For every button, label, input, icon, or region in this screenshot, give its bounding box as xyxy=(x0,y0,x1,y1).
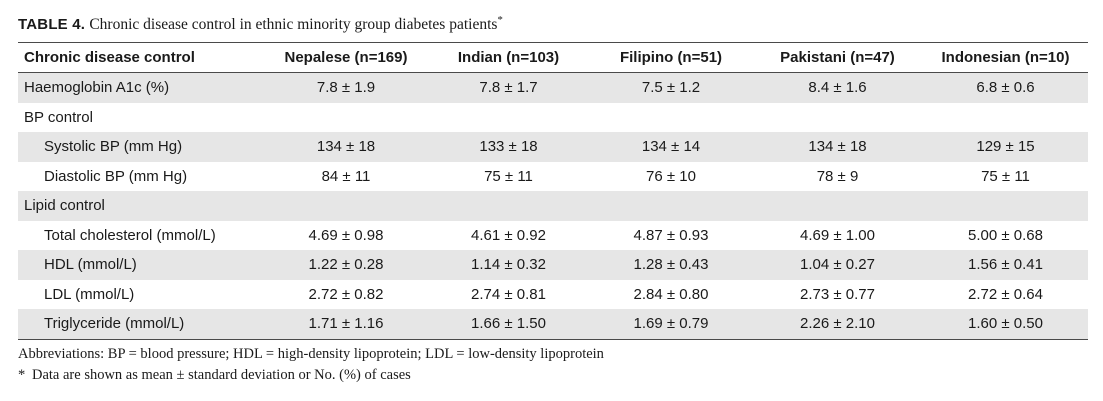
table-cell: 2.73 ± 0.77 xyxy=(800,285,875,303)
table-cell: 1.14 ± 0.32 xyxy=(427,250,590,280)
table-footnotes: Abbreviations: BP = blood pressure; HDL … xyxy=(18,344,604,386)
table-cell: 76 ± 10 xyxy=(646,167,696,185)
table-cell: 134 ± 18 xyxy=(752,132,923,162)
table-cell: 75 ± 11 xyxy=(981,167,1030,185)
table-cell: 1.04 ± 0.27 xyxy=(752,250,923,280)
table-row: Lipid control xyxy=(18,191,1088,221)
table-title: Chronic disease control in ethnic minori… xyxy=(89,16,498,33)
table-cell: 2.26 ± 2.10 xyxy=(752,309,923,340)
table-cell: 1.66 ± 1.50 xyxy=(427,309,590,340)
title-footnote-marker: * xyxy=(497,14,503,26)
table-row: HDL (mmol/L) 1.22 ± 0.28 1.14 ± 0.32 1.2… xyxy=(18,250,1088,280)
table-row: LDL (mmol/L) 2.72 ± 0.82 2.74 ± 0.81 2.8… xyxy=(18,280,1088,310)
table-cell: 1.28 ± 0.43 xyxy=(590,250,752,280)
table-cell: 5.00 ± 0.68 xyxy=(968,226,1043,244)
table-cell: 2.72 ± 0.64 xyxy=(968,285,1043,303)
column-header: Chronic disease control xyxy=(18,42,265,73)
data-table: Chronic disease control Nepalese (n=169)… xyxy=(18,42,1088,340)
table-cell: 7.8 ± 1.9 xyxy=(265,72,427,103)
row-label: Triglyceride (mmol/L) xyxy=(18,309,265,340)
table-cell: 4.69 ± 1.00 xyxy=(800,226,875,244)
table-cell: 134 ± 14 xyxy=(590,132,752,162)
column-header: Filipino (n=51) xyxy=(590,42,752,73)
table-cell xyxy=(590,191,752,221)
table-cell xyxy=(265,191,427,221)
row-group-label: BP control xyxy=(24,108,93,126)
table-cell: 84 ± 11 xyxy=(321,167,371,185)
table-cell xyxy=(752,191,923,221)
row-label: LDL (mmol/L) xyxy=(44,285,135,303)
footnote-marker: * xyxy=(18,367,26,383)
column-header: Indonesian (n=10) xyxy=(923,42,1088,73)
table-cell: 2.84 ± 0.80 xyxy=(633,285,709,303)
table-cell: 6.8 ± 0.6 xyxy=(923,72,1088,103)
row-label: HDL (mmol/L) xyxy=(18,250,265,280)
table-cell xyxy=(923,191,1088,221)
table-cell xyxy=(923,103,1088,133)
table-header-row: Chronic disease control Nepalese (n=169)… xyxy=(18,42,1088,73)
abbreviations-note: Abbreviations: BP = blood pressure; HDL … xyxy=(18,346,604,362)
row-label: Systolic BP (mm Hg) xyxy=(18,132,265,162)
table-cell xyxy=(590,103,752,133)
table-cell: 1.60 ± 0.50 xyxy=(923,309,1088,340)
table-cell: 1.22 ± 0.28 xyxy=(265,250,427,280)
table-cell: 134 ± 18 xyxy=(265,132,427,162)
table-cell: 75 ± 11 xyxy=(484,167,533,185)
table-row: Haemoglobin A1c (%) 7.8 ± 1.9 7.8 ± 1.7 … xyxy=(18,72,1088,103)
table-row: Systolic BP (mm Hg) 134 ± 18 133 ± 18 13… xyxy=(18,132,1088,162)
table-cell: 2.72 ± 0.82 xyxy=(308,285,384,303)
table-cell: 8.4 ± 1.6 xyxy=(752,72,923,103)
row-label: Diastolic BP (mm Hg) xyxy=(44,167,188,185)
data-note: * Data are shown as mean ± standard devia… xyxy=(18,365,604,386)
table-cell: 129 ± 15 xyxy=(923,132,1088,162)
table-cell: 7.5 ± 1.2 xyxy=(590,72,752,103)
row-group-label: Lipid control xyxy=(18,191,265,221)
table-cell: 78 ± 9 xyxy=(816,167,859,185)
table-cell: 1.56 ± 0.41 xyxy=(923,250,1088,280)
table-row: Total cholesterol (mmol/L) 4.69 ± 0.98 4… xyxy=(18,221,1088,251)
data-note-text: Data are shown as mean ± standard deviat… xyxy=(32,367,411,383)
column-header: Pakistani (n=47) xyxy=(752,42,923,73)
table-cell xyxy=(752,103,923,133)
table-row: Triglyceride (mmol/L) 1.71 ± 1.16 1.66 ±… xyxy=(18,309,1088,340)
table-cell: 1.71 ± 1.16 xyxy=(265,309,427,340)
table-row: BP control xyxy=(18,103,1088,133)
table-cell: 4.87 ± 0.93 xyxy=(633,226,709,244)
table-label: TABLE 4. xyxy=(18,16,86,33)
table-caption: TABLE 4. Chronic disease control in ethn… xyxy=(18,10,503,35)
table-cell xyxy=(427,191,590,221)
table-cell xyxy=(427,103,590,133)
table-cell: 4.69 ± 0.98 xyxy=(308,226,384,244)
table-cell: 133 ± 18 xyxy=(427,132,590,162)
column-header: Nepalese (n=169) xyxy=(265,42,427,73)
table-cell xyxy=(265,103,427,133)
table-cell: 7.8 ± 1.7 xyxy=(427,72,590,103)
column-header: Indian (n=103) xyxy=(427,42,590,73)
row-label: Total cholesterol (mmol/L) xyxy=(44,226,216,244)
table-cell: 1.69 ± 0.79 xyxy=(590,309,752,340)
table-cell: 4.61 ± 0.92 xyxy=(471,226,546,244)
table-cell: 2.74 ± 0.81 xyxy=(471,285,546,303)
row-label: Haemoglobin A1c (%) xyxy=(18,72,265,103)
table-row: Diastolic BP (mm Hg) 84 ± 11 75 ± 11 76 … xyxy=(18,162,1088,192)
